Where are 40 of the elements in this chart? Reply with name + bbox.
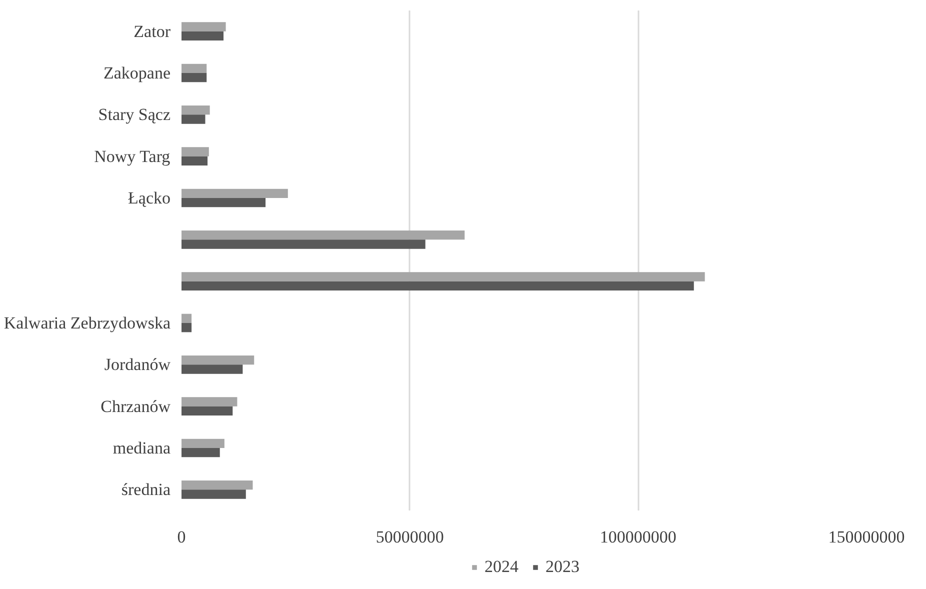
bar <box>182 64 207 73</box>
y-tick-label: Zakopane <box>103 64 171 82</box>
bar <box>182 230 465 240</box>
y-tick-label: Kalwaria Zebrzydowska <box>4 314 171 332</box>
y-tick-label: Zator <box>134 22 171 41</box>
x-tick-label: 0 <box>177 528 186 546</box>
y-tick-label: Jordanów <box>104 355 172 374</box>
bar <box>182 240 426 249</box>
bar <box>182 281 694 290</box>
bar <box>182 364 243 374</box>
bar <box>182 114 206 124</box>
bar <box>182 480 253 490</box>
bar <box>182 22 226 32</box>
y-tick-label: Łącko <box>128 188 171 208</box>
bar <box>182 106 210 115</box>
bar <box>182 156 208 166</box>
bar <box>182 448 220 458</box>
bar <box>182 490 246 499</box>
bar <box>182 73 207 82</box>
y-tick-label: Nowy Targ <box>94 146 171 166</box>
x-tick-label: 150000000 <box>828 528 905 546</box>
legend-label: 2023 <box>546 557 580 577</box>
bar <box>182 356 254 365</box>
y-tick-label: Chrzanów <box>100 396 172 416</box>
x-tick-label: 50000000 <box>376 528 444 546</box>
bar <box>182 323 192 332</box>
bar <box>182 198 266 208</box>
y-tick-label: mediana <box>112 438 171 458</box>
bar <box>182 147 209 156</box>
y-tick-label: średnia <box>121 480 171 500</box>
bar <box>182 314 192 323</box>
x-tick-label: 100000000 <box>600 528 676 546</box>
bar <box>182 31 224 40</box>
bar <box>182 188 288 198</box>
bar <box>182 438 224 448</box>
bar <box>182 397 238 406</box>
bar <box>182 406 233 416</box>
legend-label: 2024 <box>484 557 518 577</box>
y-tick-label: Stary Sącz <box>98 105 171 124</box>
bar <box>182 272 705 282</box>
